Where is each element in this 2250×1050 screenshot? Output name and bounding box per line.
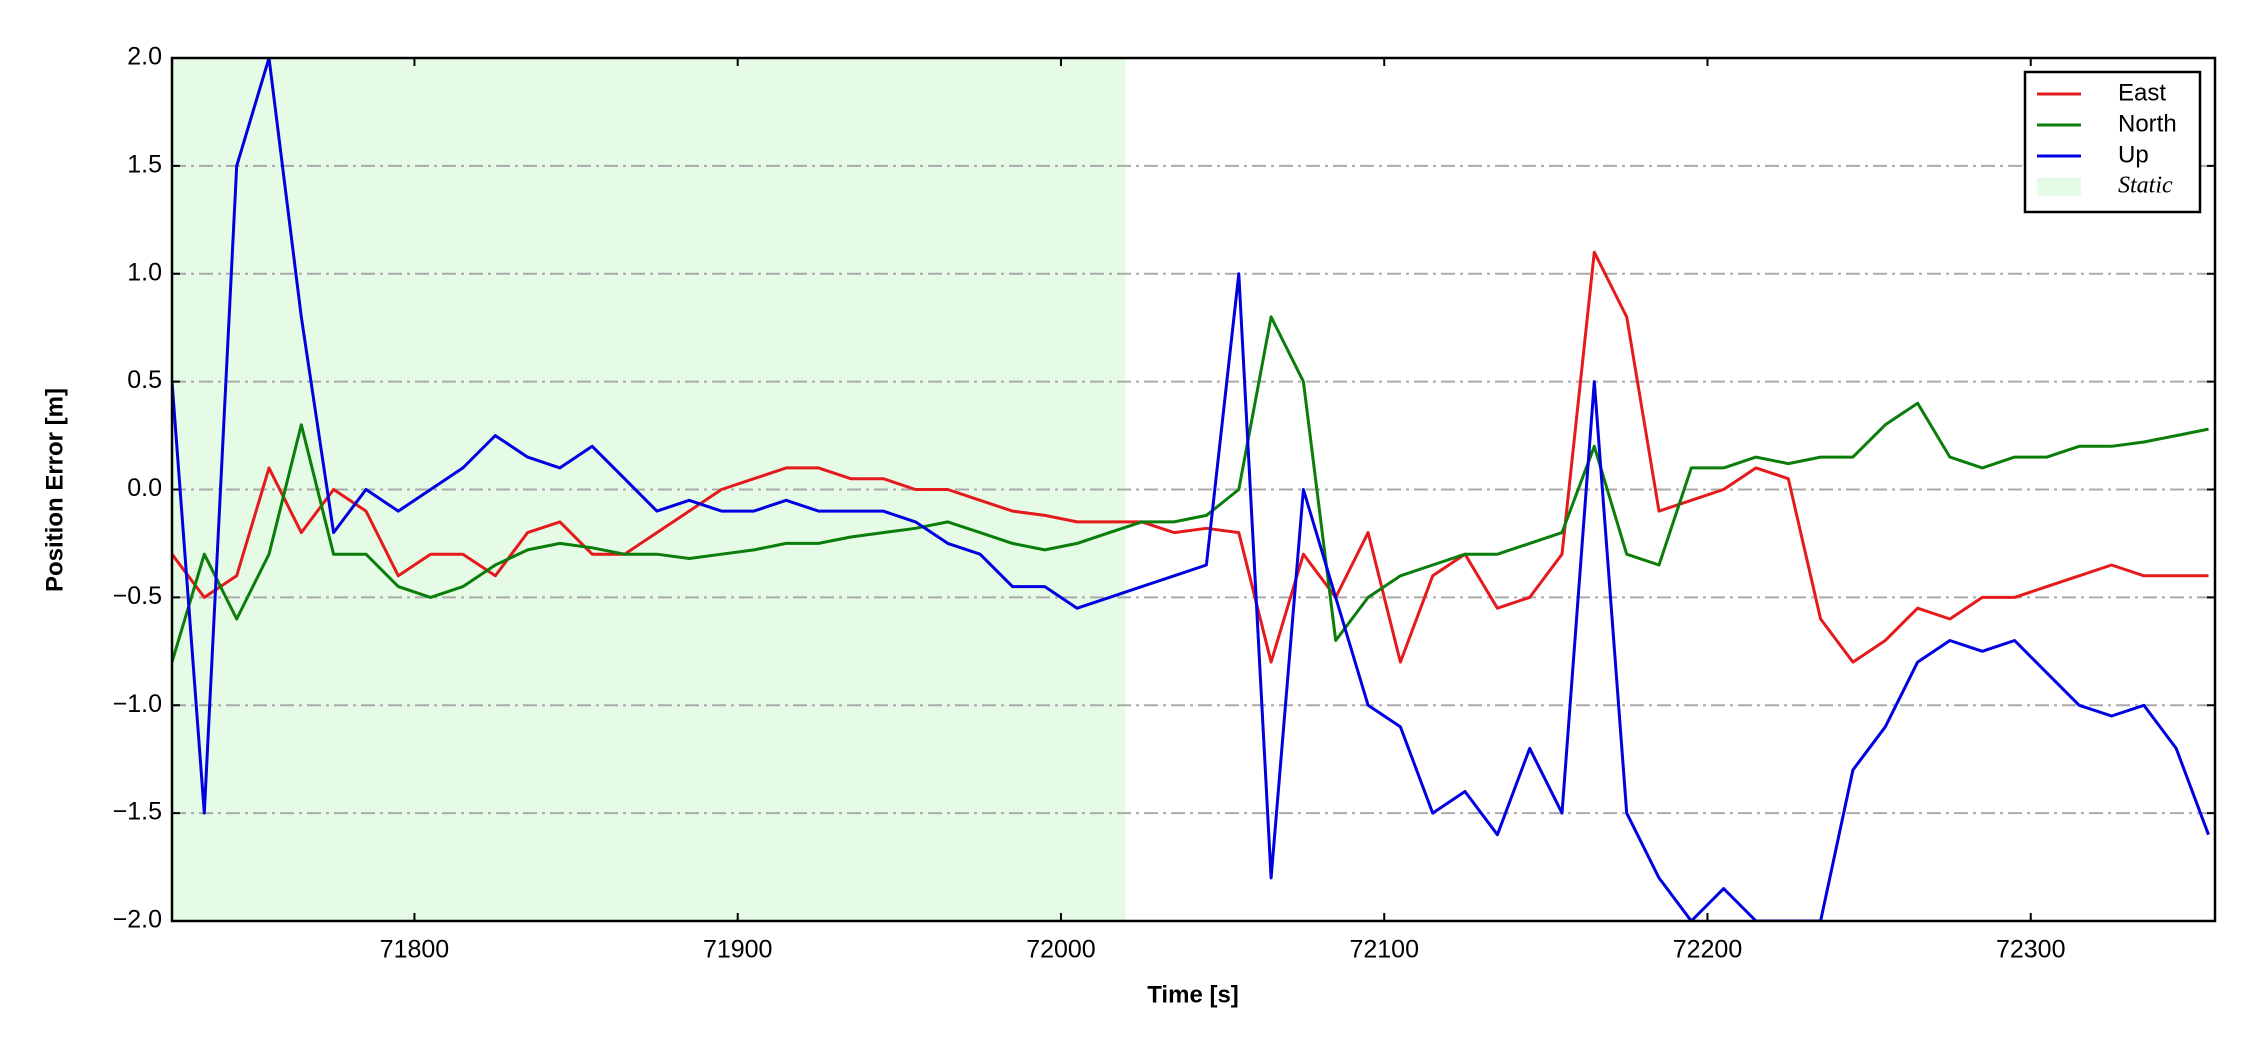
y-axis-label: Position Error [m] (41, 388, 68, 592)
legend-label: East (2118, 79, 2166, 106)
legend-label: Up (2118, 141, 2149, 168)
plot-area (172, 58, 2210, 921)
legend-label: Static (2118, 173, 2173, 199)
x-tick-label: 71900 (703, 936, 773, 964)
x-tick-label: 72100 (1349, 936, 1419, 964)
y-tick-label: 0.5 (127, 366, 162, 394)
series-line (172, 250, 2209, 664)
x-tick-label: 72000 (1026, 936, 1096, 964)
x-axis-label: Time [s] (1147, 981, 1239, 1008)
y-tick-label: −0.5 (113, 582, 162, 610)
x-tick-label: 71800 (380, 936, 450, 964)
plot-frame (170, 56, 2217, 923)
y-tick-label: 2.0 (127, 43, 162, 71)
y-tick-label: −2.0 (113, 906, 162, 934)
legend-label: North (2118, 110, 2177, 137)
x-tick-label: 72200 (1673, 936, 1743, 964)
y-tick-label: 0.0 (127, 474, 162, 502)
y-tick-label: −1.0 (113, 690, 162, 718)
y-tick-label: 1.5 (127, 150, 162, 178)
y-tick-label: −1.5 (113, 798, 162, 826)
x-tick-label: 72300 (1996, 936, 2066, 964)
series-line (172, 58, 2210, 921)
series-line (172, 315, 2209, 663)
y-tick-label: 1.0 (127, 258, 162, 286)
legend-swatch (2037, 178, 2081, 196)
